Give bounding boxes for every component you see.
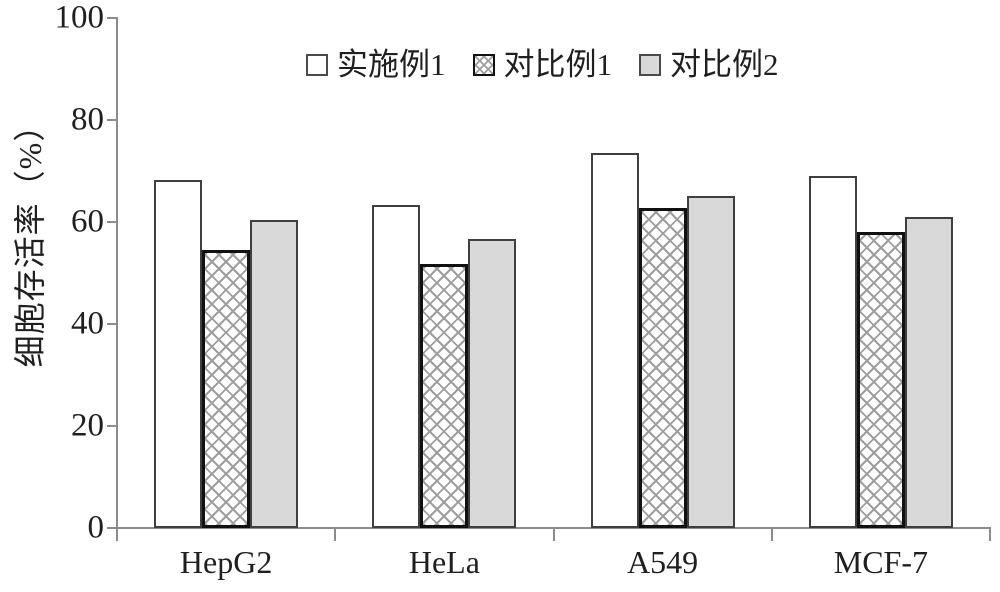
bar-实施例1-A549 <box>590 152 639 528</box>
x-axis-line <box>116 527 991 529</box>
legend-swatch-white-icon <box>306 53 328 76</box>
bar-对比例2-HeLa <box>468 238 517 528</box>
bar-实施例1-MCF-7 <box>808 175 857 528</box>
x-category-label: A549 <box>627 544 699 580</box>
legend-swatch-crosshatch-icon <box>472 53 495 76</box>
bar-对比例1-MCF-7 <box>856 232 905 528</box>
x-tick <box>116 529 118 541</box>
y-tick <box>107 17 117 19</box>
legend: 实施例1 对比例1 对比例2 <box>306 49 779 80</box>
y-tick <box>107 119 117 121</box>
x-category-label: MCF-7 <box>833 544 928 580</box>
legend-item-shishili1: 实施例1 <box>306 49 446 80</box>
legend-item-duibili1: 对比例1 <box>472 47 613 82</box>
x-category-label: HeLa <box>408 544 480 580</box>
x-tick <box>552 529 555 541</box>
bar-对比例1-HepG2 <box>202 249 251 528</box>
x-category-label: HepG2 <box>179 544 273 580</box>
bar-对比例1-A549 <box>638 207 687 528</box>
y-tick <box>107 323 117 325</box>
y-tick-label: 80 <box>71 101 104 138</box>
y-axis-line <box>116 17 118 530</box>
y-tick <box>107 221 117 223</box>
y-tick <box>107 425 117 427</box>
bar-实施例1-HeLa <box>372 205 421 528</box>
legend-label: 对比例1 <box>503 47 613 82</box>
x-tick <box>770 529 773 541</box>
bar-对比例1-HeLa <box>420 264 469 528</box>
legend-swatch-gray-icon <box>639 53 661 76</box>
bar-对比例2-MCF-7 <box>904 217 953 528</box>
y-tick-label: 40 <box>71 305 104 342</box>
legend-item-duibili2: 对比例2 <box>639 49 779 80</box>
legend-label: 对比例2 <box>670 47 779 82</box>
x-tick <box>989 529 991 541</box>
bar-对比例2-A549 <box>686 195 735 528</box>
legend-label: 实施例1 <box>337 47 446 82</box>
y-tick-label: 0 <box>87 509 105 546</box>
y-tick-label: 60 <box>71 203 104 240</box>
y-tick-label: 100 <box>54 0 105 36</box>
y-tick <box>107 527 117 529</box>
bar-对比例2-HepG2 <box>250 220 299 528</box>
x-tick <box>334 529 337 541</box>
y-tick-label: 20 <box>71 407 104 444</box>
bar-实施例1-HepG2 <box>154 180 203 528</box>
